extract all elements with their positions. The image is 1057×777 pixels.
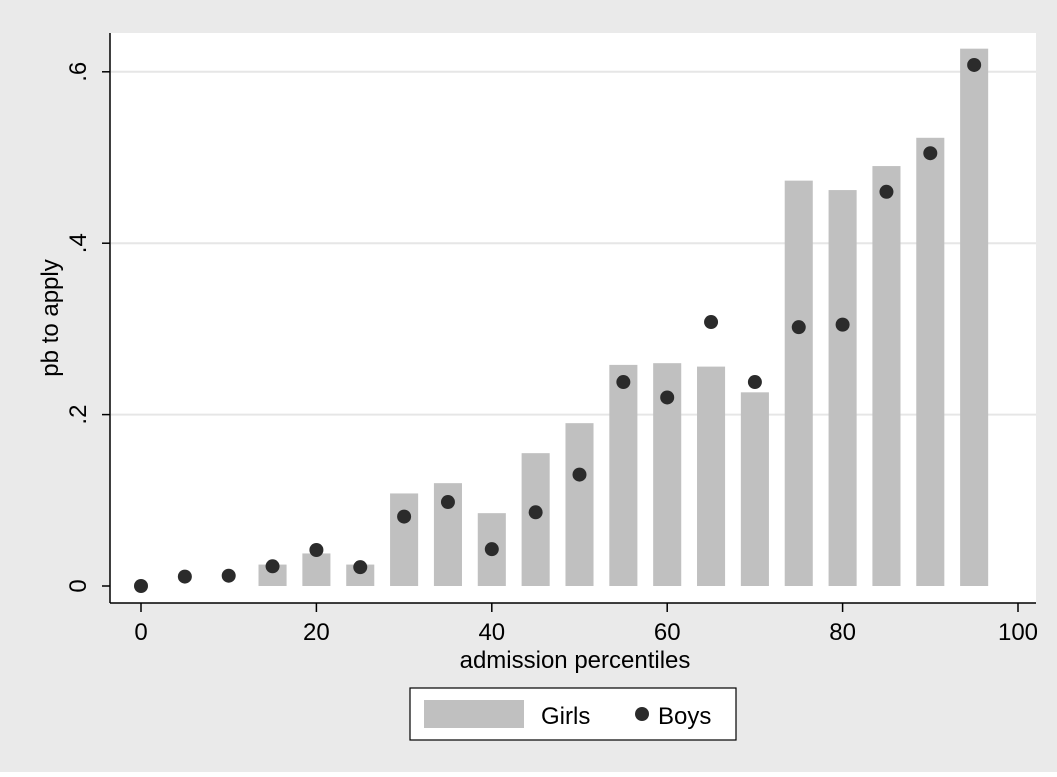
legend-boys-marker bbox=[635, 707, 649, 721]
boys-point-75 bbox=[791, 320, 806, 335]
girls-bar-80 bbox=[828, 190, 857, 587]
y-axis-ticks: 0 .2 .4 .6 bbox=[65, 62, 110, 593]
y-axis-label: pb to apply bbox=[37, 259, 64, 376]
y-tick-label-0: 0 bbox=[65, 579, 92, 592]
boys-points bbox=[134, 57, 982, 593]
girls-bar-95 bbox=[960, 48, 989, 586]
legend-girls-swatch bbox=[424, 700, 524, 728]
girls-bar-50 bbox=[565, 423, 594, 586]
boys-point-90 bbox=[923, 146, 938, 161]
x-tick-label-0: 0 bbox=[134, 619, 147, 646]
y-tick-label-2: .4 bbox=[65, 233, 92, 253]
girls-bar-65 bbox=[697, 366, 726, 586]
y-tick-label-3: .6 bbox=[65, 62, 92, 82]
boys-point-85 bbox=[879, 184, 894, 199]
x-tick-label-5: 100 bbox=[998, 619, 1038, 646]
boys-point-60 bbox=[660, 390, 675, 405]
x-tick-label-1: 20 bbox=[303, 619, 330, 646]
boys-point-95 bbox=[967, 57, 982, 72]
boys-point-0 bbox=[134, 579, 148, 593]
girls-bar-85 bbox=[872, 166, 901, 586]
boys-point-35 bbox=[440, 495, 455, 510]
girls-bar-30 bbox=[390, 493, 419, 586]
axes bbox=[109, 33, 1036, 604]
x-tick-label-4: 80 bbox=[829, 619, 856, 646]
girls-bar-25 bbox=[346, 564, 375, 586]
girls-bar-75 bbox=[784, 180, 813, 586]
girls-bar-70 bbox=[740, 392, 769, 586]
boys-point-45 bbox=[528, 505, 543, 520]
x-tick-label-3: 60 bbox=[654, 619, 681, 646]
boys-point-10 bbox=[221, 568, 236, 583]
boys-point-30 bbox=[397, 509, 412, 524]
girls-bar-20 bbox=[302, 553, 331, 586]
boys-point-50 bbox=[572, 467, 587, 482]
girls-bar-90 bbox=[916, 137, 945, 586]
girls-bar-55 bbox=[609, 364, 638, 586]
boys-point-20 bbox=[309, 543, 324, 558]
x-axis-label: admission percentiles bbox=[460, 647, 691, 674]
x-tick-label-2: 40 bbox=[478, 619, 505, 646]
legend: Girls Boys bbox=[409, 687, 737, 741]
legend-boys-label: Boys bbox=[658, 703, 711, 730]
boys-point-40 bbox=[484, 542, 499, 557]
girls-bar-45 bbox=[521, 453, 550, 586]
girls-bar-15 bbox=[258, 564, 287, 586]
boys-point-25 bbox=[353, 560, 368, 575]
boys-point-55 bbox=[616, 375, 631, 390]
legend-girls-label: Girls bbox=[541, 703, 590, 730]
boys-point-65 bbox=[704, 315, 719, 330]
y-tick-label-1: .2 bbox=[65, 405, 92, 425]
boys-point-15 bbox=[265, 559, 280, 574]
x-axis-ticks: 0 20 40 60 80 100 bbox=[134, 603, 1038, 646]
boys-point-80 bbox=[835, 317, 850, 332]
boys-point-70 bbox=[747, 375, 762, 390]
boys-point-5 bbox=[177, 569, 192, 584]
